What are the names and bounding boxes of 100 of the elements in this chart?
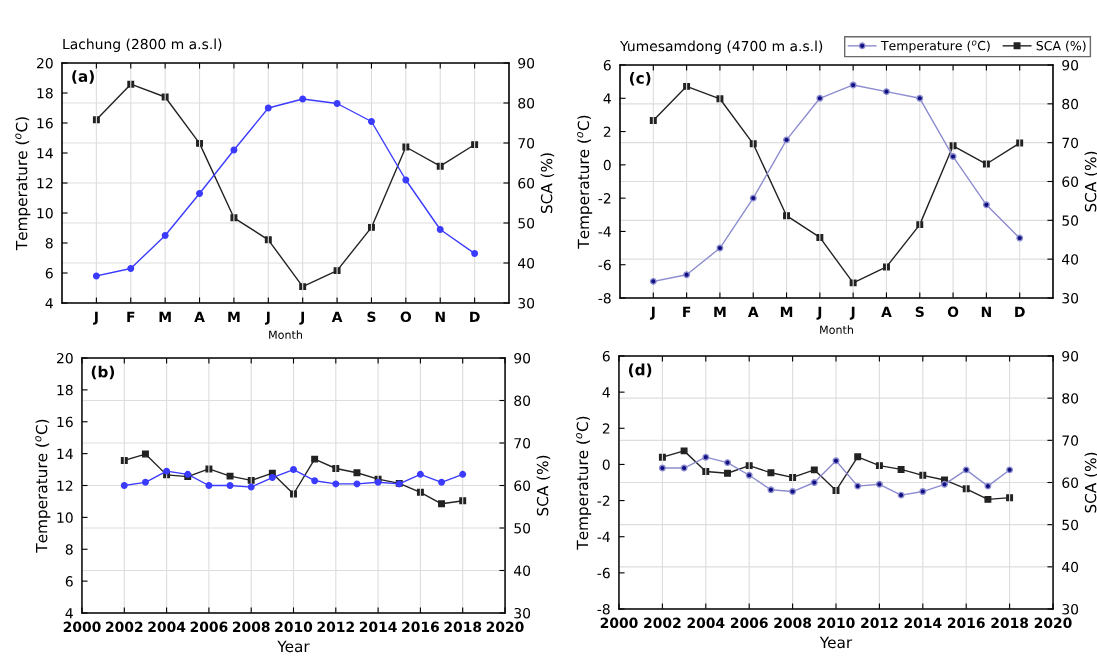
x-tick-label: 2018 xyxy=(444,621,482,633)
y2-tick-label: 70 xyxy=(1062,435,1079,446)
y2-tick-label: 80 xyxy=(514,395,531,406)
y2-tick-label: 40 xyxy=(1062,561,1079,573)
x-tick-label: A xyxy=(881,306,892,317)
x-tick-label: 2012 xyxy=(317,621,354,633)
y-tick-label: 0 xyxy=(603,159,611,171)
x-tick-label: F xyxy=(127,311,135,322)
annotation: (b) xyxy=(91,365,115,380)
x-tick-label: O xyxy=(400,311,412,323)
x-tick-label: M xyxy=(159,311,171,322)
y-tick-label: -2 xyxy=(598,193,611,204)
x-tick-label: 2002 xyxy=(644,617,681,629)
x-tick-label: 2020 xyxy=(486,621,524,633)
x-tick-label: F xyxy=(683,306,691,317)
y2-tick-label: 70 xyxy=(518,137,535,149)
y-axis-title: Temperature ($^{o}$C) xyxy=(576,416,592,550)
x-tick-label: S xyxy=(915,306,924,318)
y2-tick-label: 60 xyxy=(514,480,531,491)
x-tick-label: 2002 xyxy=(106,621,143,633)
y2-tick-label: 30 xyxy=(1062,292,1079,304)
y-tick-label: 16 xyxy=(37,117,53,129)
y-tick-label: 8 xyxy=(45,237,53,249)
legend-label: SCA (%) xyxy=(1036,40,1086,52)
y2-tick-label: 80 xyxy=(518,97,535,109)
y-tick-label: 16 xyxy=(57,416,73,428)
x-axis-title: Year xyxy=(277,640,310,653)
y-tick-label: 14 xyxy=(37,148,53,159)
x-tick-label: A xyxy=(194,311,205,322)
y2-tick-label: 30 xyxy=(1062,603,1079,615)
x-axis-title: Year xyxy=(819,636,853,649)
x-tick-label: 2020 xyxy=(1034,617,1072,629)
x-tick-label: J xyxy=(299,311,304,325)
y-tick-label: 20 xyxy=(37,57,53,69)
x-tick-label: J xyxy=(816,306,822,320)
x-tick-label: 2004 xyxy=(148,621,186,633)
x-tick-label: 2010 xyxy=(817,617,855,629)
x-tick-label: 2006 xyxy=(730,617,768,629)
y-tick-label: 6 xyxy=(602,350,610,362)
y-tick-label: 18 xyxy=(57,384,73,396)
y2-axis-title: SCA (%) xyxy=(536,455,551,516)
y2-tick-label: 70 xyxy=(514,437,531,449)
y2-axis-title: SCA (%) xyxy=(540,153,555,214)
chart-title: Yumesamdong (4700 m a.s.l) xyxy=(619,40,823,54)
y2-tick-label: 40 xyxy=(518,257,535,269)
x-tick-label: M xyxy=(780,306,793,317)
annotation: (d) xyxy=(628,363,652,378)
y-tick-label: 12 xyxy=(37,177,53,189)
x-tick-label: N xyxy=(981,306,991,317)
x-tick-label: 2008 xyxy=(774,617,812,629)
y-tick-label: 2 xyxy=(603,126,611,137)
y2-tick-label: 90 xyxy=(518,57,535,69)
y2-tick-label: 50 xyxy=(1062,215,1079,226)
y-tick-label: -2 xyxy=(597,495,610,506)
x-axis-title: Month xyxy=(820,325,853,334)
y-tick-label: 18 xyxy=(37,87,53,99)
y2-tick-label: 40 xyxy=(1062,254,1079,265)
y-axis-title: Temperature ($^{o}$C) xyxy=(15,117,31,251)
y-tick-label: 0 xyxy=(602,459,610,470)
y-tick-label: 10 xyxy=(57,512,73,523)
x-tick-label: J xyxy=(649,306,655,320)
x-tick-label: S xyxy=(367,311,376,323)
x-tick-label: D xyxy=(470,311,480,322)
x-tick-label: 2004 xyxy=(687,617,725,629)
x-tick-label: D xyxy=(1015,306,1025,317)
x-tick-label: 2012 xyxy=(861,617,898,629)
y2-tick-label: 70 xyxy=(1062,137,1079,149)
y-tick-label: 8 xyxy=(65,544,73,555)
y-tick-label: 20 xyxy=(57,352,73,364)
y-tick-label: 6 xyxy=(45,267,53,279)
y2-tick-label: 50 xyxy=(1062,519,1079,531)
x-tick-label: 2016 xyxy=(947,617,985,629)
y-tick-label: 14 xyxy=(57,448,73,459)
x-tick-label: J xyxy=(849,306,855,320)
x-tick-label: A xyxy=(331,311,343,322)
y2-tick-label: 80 xyxy=(1062,98,1079,110)
y2-tick-label: 60 xyxy=(518,177,535,189)
annotation: (a) xyxy=(72,70,94,84)
y2-tick-label: 40 xyxy=(514,565,531,576)
x-axis-title: Month xyxy=(269,330,302,339)
y2-tick-label: 50 xyxy=(518,217,535,229)
y2-tick-label: 30 xyxy=(518,297,535,309)
x-tick-label: O xyxy=(947,306,959,318)
y-tick-label: 6 xyxy=(65,576,73,587)
y2-tick-label: 50 xyxy=(514,522,531,534)
x-tick-label: 2006 xyxy=(190,621,228,633)
x-tick-label: A xyxy=(747,306,759,317)
y2-tick-label: 80 xyxy=(1062,393,1079,404)
y-tick-label: 4 xyxy=(602,387,610,398)
y-tick-label: -4 xyxy=(597,531,610,542)
x-tick-label: 2000 xyxy=(63,621,101,633)
y2-tick-label: 30 xyxy=(514,607,531,619)
y2-tick-label: 60 xyxy=(1062,477,1079,488)
x-tick-label: 2010 xyxy=(275,621,313,633)
x-tick-label: M xyxy=(714,306,726,317)
y-tick-label: 4 xyxy=(603,93,611,104)
x-tick-label: J xyxy=(264,311,270,325)
x-tick-label: 2018 xyxy=(991,617,1029,629)
y2-tick-label: 90 xyxy=(1062,59,1079,71)
y2-tick-label: 90 xyxy=(514,352,531,364)
